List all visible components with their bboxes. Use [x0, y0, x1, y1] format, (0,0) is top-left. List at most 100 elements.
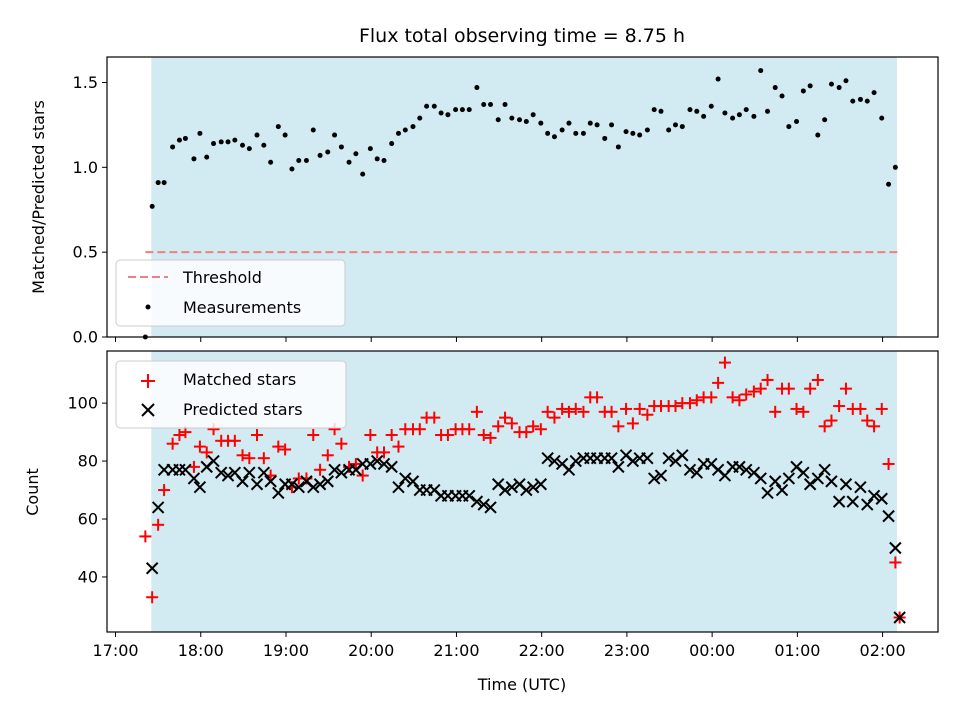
predicted-point: [392, 480, 405, 494]
measurement-point: [609, 122, 615, 128]
matched-point: [811, 373, 824, 386]
matched-point: [166, 437, 179, 450]
matched-point: [683, 397, 696, 410]
matched-point: [484, 431, 497, 444]
matched-point: [200, 446, 213, 459]
matched-stars-points: [139, 356, 906, 624]
matched-point: [236, 449, 249, 462]
measurement-point: [758, 68, 764, 74]
predicted-point: [221, 469, 235, 482]
matched-point: [889, 556, 902, 569]
matched-point: [854, 402, 867, 415]
measurement-point: [623, 129, 629, 135]
measurement-point: [170, 144, 176, 150]
measurement-point: [232, 137, 238, 143]
measurement-point: [325, 149, 331, 155]
matched-point: [726, 391, 739, 404]
measurement-point: [261, 142, 267, 148]
matched-point: [520, 426, 533, 439]
matched-point: [705, 391, 718, 404]
y-tick-label: 0.5: [73, 243, 98, 262]
matched-point: [428, 411, 441, 424]
predicted-point: [307, 480, 320, 494]
measurements-points: [142, 68, 898, 340]
measurement-point: [481, 102, 487, 108]
y-tick-label: 80: [78, 452, 98, 471]
measurement-point: [864, 98, 870, 104]
predicted-point: [626, 454, 640, 468]
matched-point: [790, 402, 803, 415]
matched-point: [492, 420, 505, 433]
predicted-point: [818, 463, 831, 476]
predicted-point: [797, 466, 810, 479]
y-tick-label: 1.0: [73, 158, 98, 177]
measurement-point: [240, 142, 246, 148]
measurement-point: [338, 144, 344, 150]
predicted-point: [761, 486, 774, 500]
measurement-point: [161, 180, 167, 186]
predicted-legend-label: Predicted stars: [183, 400, 303, 419]
predicted-point: [562, 463, 576, 476]
predicted-point: [498, 483, 512, 497]
measurement-point: [149, 203, 155, 209]
measurement-point: [474, 85, 480, 91]
measurement-point: [850, 98, 856, 104]
matched-point: [321, 449, 334, 462]
measurement-point: [730, 115, 736, 121]
ratio-panel: 0.0 0.5 1.0 1.5 Matched/Predicted stars Thr…: [29, 56, 939, 347]
matched-point: [577, 405, 590, 418]
matched-point: [591, 391, 604, 404]
measurement-point: [892, 164, 898, 170]
measurement-point: [282, 132, 288, 138]
predicted-point: [526, 480, 540, 494]
predicted-point: [257, 466, 271, 479]
measurement-point: [367, 146, 373, 152]
measurement-point: [197, 130, 203, 136]
matched-point: [158, 484, 171, 497]
measurement-point: [502, 102, 508, 108]
predicted-point: [740, 463, 753, 476]
predicted-point: [335, 466, 348, 479]
matched-point: [470, 405, 483, 418]
matched-point: [712, 376, 725, 389]
matched-point: [733, 394, 746, 407]
x-tick-label: 21:00: [433, 641, 479, 660]
predicted-point: [641, 451, 654, 465]
matched-point: [769, 405, 782, 418]
measurement-point: [630, 130, 636, 136]
matched-point: [875, 402, 888, 415]
predicted-point: [321, 475, 334, 488]
measurement-point: [310, 127, 316, 133]
matched-point: [378, 446, 390, 459]
ratio-y-ticks: 0.0 0.5 1.0 1.5: [73, 73, 107, 347]
predicted-point: [285, 478, 299, 491]
matched-point: [839, 382, 852, 395]
predicted-point: [875, 492, 888, 505]
predicted-point: [477, 498, 490, 511]
predicted-stars-points: [145, 449, 906, 624]
predicted-point: [264, 475, 277, 488]
matched-point: [833, 400, 846, 413]
matched-point: [251, 429, 264, 442]
matched-point: [527, 420, 540, 433]
predicted-point: [145, 562, 159, 575]
predicted-point: [399, 472, 412, 485]
measurement-point: [538, 120, 544, 126]
predicted-point: [292, 480, 305, 494]
matched-legend-marker: [141, 374, 155, 388]
predicted-point: [207, 454, 220, 468]
measurement-point: [822, 117, 828, 123]
predicted-point: [662, 451, 675, 465]
measurement-point: [886, 181, 892, 187]
measurement-point: [843, 78, 849, 84]
chart-title: Flux total observing time = 8.75 h: [359, 25, 685, 47]
measurement-point: [779, 93, 785, 99]
x-tick-label: 02:00: [860, 641, 906, 660]
measurement-point: [786, 124, 792, 130]
matched-point: [499, 411, 512, 424]
matched-point: [747, 385, 760, 398]
measurement-point: [155, 180, 161, 186]
measurement-point: [204, 154, 210, 160]
matched-point: [146, 591, 159, 604]
threshold-legend-label: Threshold: [182, 268, 262, 287]
